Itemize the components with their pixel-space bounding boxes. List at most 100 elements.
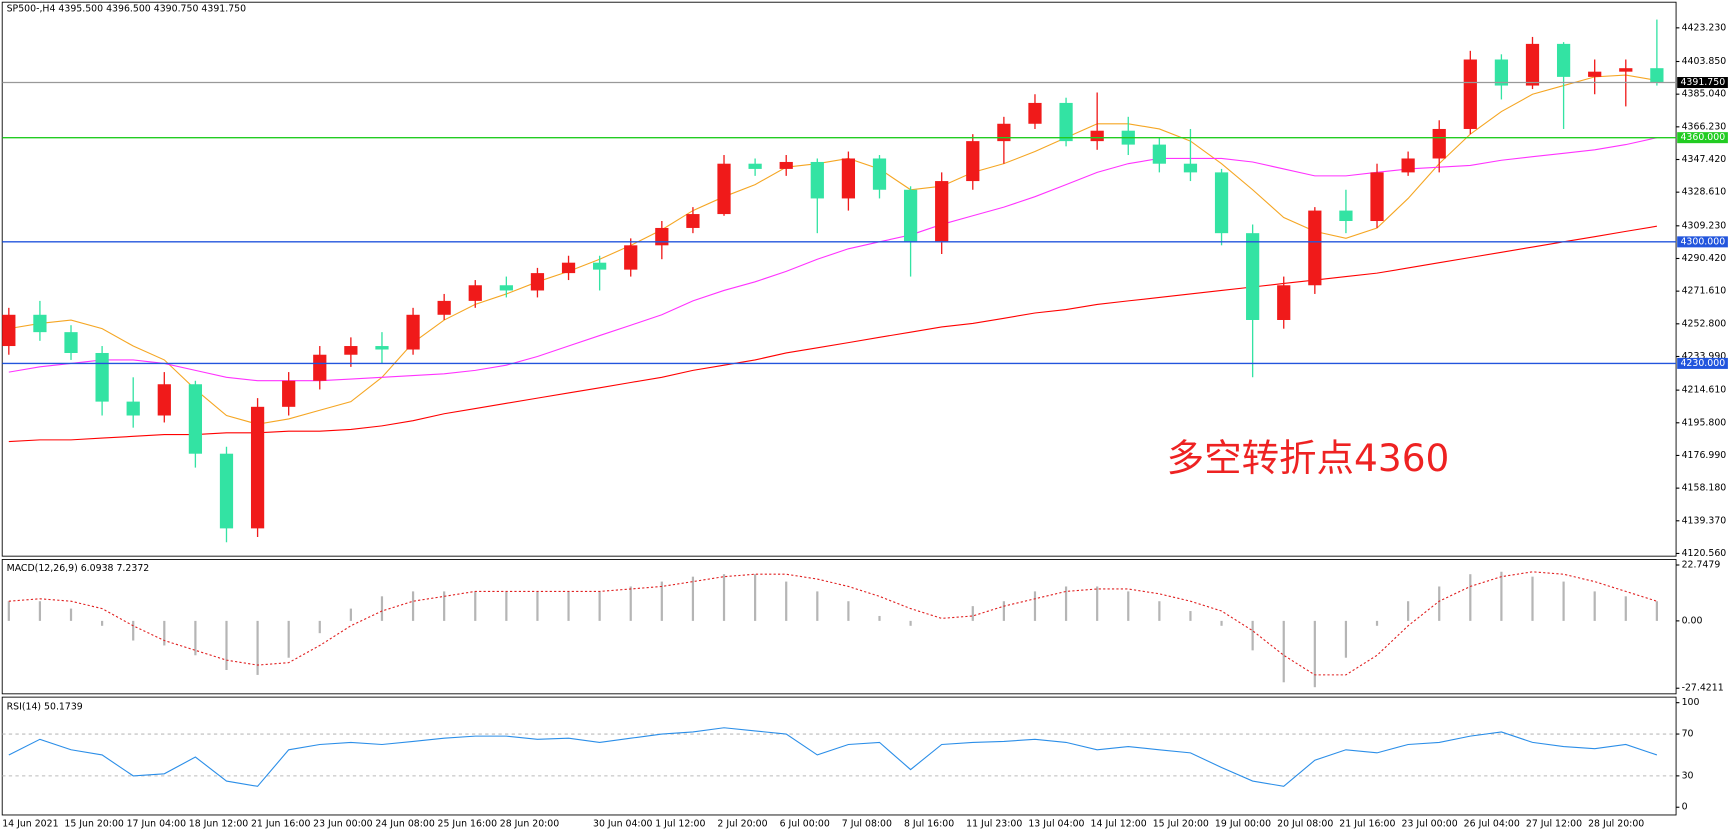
candle-body xyxy=(64,332,78,353)
macd-bar xyxy=(1469,574,1472,621)
macd-bar xyxy=(132,620,135,641)
rsi-line xyxy=(8,727,1658,787)
y-tick-label: 4195.800 xyxy=(1682,417,1727,428)
candle-body xyxy=(872,158,887,190)
macd-bar xyxy=(1375,620,1379,626)
y-tick-label: 0.00 xyxy=(1682,615,1703,626)
macd-bar xyxy=(567,591,570,621)
y-tick-label: 4271.610 xyxy=(1682,286,1727,297)
level-label: 4230.000 xyxy=(1680,358,1725,369)
candle-body xyxy=(997,123,1011,142)
level-label-box xyxy=(1677,236,1728,248)
level-label: 4300.000 xyxy=(1680,236,1725,247)
macd-bar xyxy=(7,601,10,621)
pane-frame xyxy=(1,1,1677,557)
candle-body xyxy=(1308,210,1322,286)
macd-bar xyxy=(1064,586,1068,621)
macd-bar xyxy=(1531,576,1534,621)
candle-body xyxy=(966,141,980,182)
candle-body xyxy=(282,380,296,407)
candle-body xyxy=(686,214,700,228)
x-tick-label: 26 Jul 04:00 xyxy=(1464,818,1520,829)
candle-body xyxy=(2,314,16,347)
macd-bar xyxy=(505,591,508,621)
y-tick-label: 4139.370 xyxy=(1682,515,1727,526)
macd-bar xyxy=(287,620,290,658)
x-tick-label: 23 Jun 00:00 xyxy=(313,818,373,829)
moving-average xyxy=(8,74,1657,425)
macd-bar xyxy=(536,591,539,621)
y-tick-label: 4176.990 xyxy=(1682,450,1727,461)
candle-body xyxy=(624,245,638,270)
macd-bar xyxy=(1313,620,1316,688)
macd-bar xyxy=(785,581,788,621)
candle-body xyxy=(344,346,358,355)
candle-body xyxy=(1214,172,1229,234)
candle-body xyxy=(841,158,856,199)
macd-bar xyxy=(691,576,695,621)
y-tick-label: 4233.990 xyxy=(1682,351,1727,362)
candle-body xyxy=(779,161,793,169)
macd-bar xyxy=(1251,620,1254,651)
macd-bar xyxy=(660,581,663,621)
candle-body xyxy=(437,300,451,315)
macd-bar xyxy=(1344,620,1348,658)
macd-bar xyxy=(1593,591,1596,621)
candle-body xyxy=(219,453,234,529)
candle-body xyxy=(1650,68,1664,83)
candle-body xyxy=(810,161,824,199)
macd-bar xyxy=(1220,620,1223,626)
candle-body xyxy=(33,314,47,333)
y-tick-label: 22.7479 xyxy=(1682,560,1721,571)
macd-bar xyxy=(474,591,477,621)
macd-bar xyxy=(629,586,632,621)
macd-bar xyxy=(1438,586,1441,621)
y-tick-label: 4385.040 xyxy=(1682,89,1727,100)
macd-bar xyxy=(1562,581,1565,621)
y-tick-label: 4366.230 xyxy=(1682,121,1727,132)
macd-bar xyxy=(349,608,352,621)
macd-bar xyxy=(847,601,850,621)
candle-body xyxy=(1339,210,1353,222)
candle-body xyxy=(1370,172,1384,222)
macd-bar xyxy=(971,606,974,621)
moving-average xyxy=(8,225,1657,443)
candle-body xyxy=(126,401,140,416)
x-tick-label: 15 Jul 20:00 xyxy=(1153,818,1209,829)
candle-body xyxy=(1619,68,1633,72)
y-tick-label: 4423.230 xyxy=(1682,22,1727,33)
x-tick-label: 25 Jun 16:00 xyxy=(438,818,498,829)
candle-body xyxy=(561,262,576,274)
macd-bar xyxy=(38,601,42,621)
macd-bar xyxy=(380,596,384,621)
candle-body xyxy=(95,352,109,402)
annotation: 多空转折点4360 xyxy=(1167,436,1450,480)
x-tick-label: 27 Jul 12:00 xyxy=(1526,818,1582,829)
candle-body xyxy=(903,189,918,242)
macd-bar xyxy=(1500,571,1503,621)
macd-bar xyxy=(1282,620,1285,683)
x-tick-label: 6 Jul 00:00 xyxy=(780,818,830,829)
pane-frame xyxy=(1,559,1677,695)
x-tick-label: 23 Jul 00:00 xyxy=(1402,818,1458,829)
x-tick-label: 2 Jul 20:00 xyxy=(717,818,767,829)
macd-bar xyxy=(101,620,104,626)
y-tick-label: 4347.420 xyxy=(1682,154,1727,165)
macd-bar xyxy=(1655,601,1658,621)
candle-body xyxy=(655,227,669,246)
candle-body xyxy=(717,163,731,215)
candle-body xyxy=(188,384,203,454)
macd-bar xyxy=(1127,591,1130,621)
level-label-box xyxy=(1677,357,1728,369)
x-tick-label: 14 Jun 2021 xyxy=(2,818,58,829)
macd-bar xyxy=(1189,611,1192,621)
candle-body xyxy=(250,406,265,529)
candle-body xyxy=(1152,144,1166,164)
macd-bar xyxy=(411,591,415,621)
candle-body xyxy=(468,285,482,301)
y-tick-label: 70 xyxy=(1682,729,1694,740)
x-tick-label: 18 Jun 12:00 xyxy=(189,818,249,829)
y-tick-label: -27.4211 xyxy=(1682,683,1724,694)
macd-bar xyxy=(1002,601,1005,621)
